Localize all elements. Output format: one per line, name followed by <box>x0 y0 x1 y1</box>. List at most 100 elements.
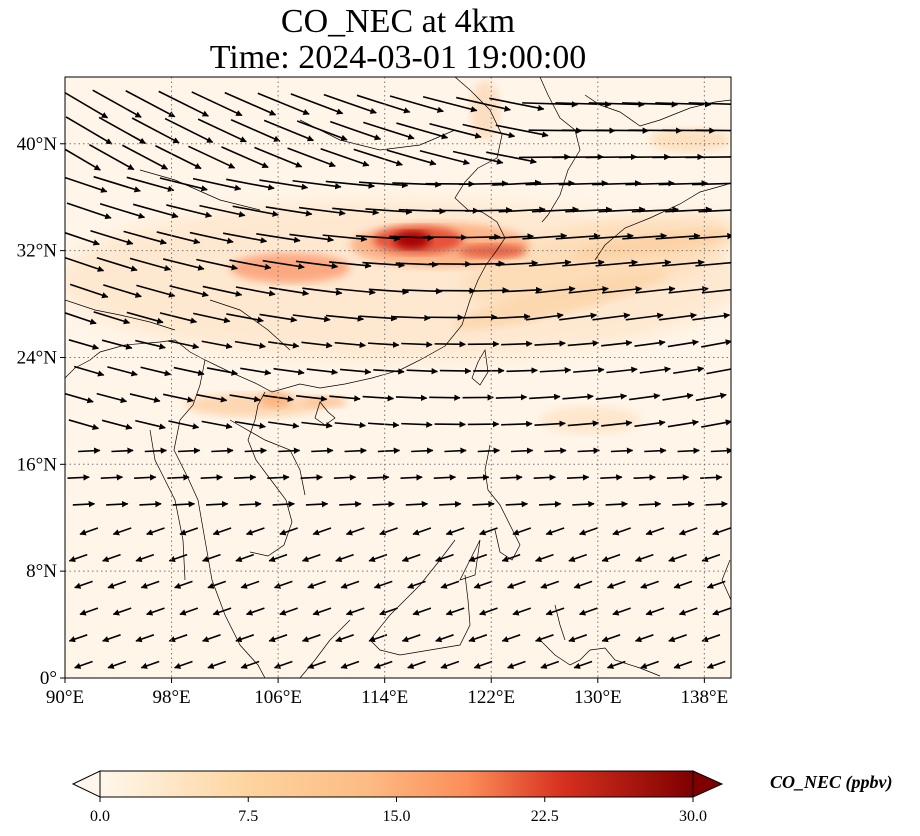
wind-arrow <box>240 660 260 669</box>
wind-arrow <box>279 527 298 536</box>
wind-arrow <box>301 421 333 429</box>
wind-arrow <box>412 527 432 536</box>
wind-arrow <box>65 231 100 246</box>
wind-arrow <box>273 580 293 589</box>
wind-arrow <box>444 447 467 454</box>
wind-arrow <box>533 474 556 481</box>
wind-arrow <box>259 179 309 190</box>
wind-arrow <box>139 500 162 508</box>
wind-arrow <box>472 500 495 508</box>
wind-arrow <box>340 580 360 589</box>
wind-arrow <box>629 393 661 401</box>
wind-arrow <box>673 660 693 669</box>
wind-arrow <box>439 500 462 508</box>
wind-arrow <box>440 580 460 589</box>
wind-arrow <box>126 311 164 324</box>
wind-arrow <box>507 660 526 669</box>
wind-arrow <box>640 660 659 669</box>
wind-arrow <box>568 285 609 294</box>
wind-arrow <box>495 124 549 138</box>
wind-arrow <box>245 527 265 536</box>
wind-arrow <box>692 312 731 321</box>
wind-arrow <box>301 634 321 643</box>
wind-arrow <box>196 258 238 271</box>
wind-arrow <box>577 447 600 454</box>
wind-arrow <box>334 421 367 429</box>
wind-arrow <box>90 229 134 246</box>
wind-arrow <box>445 607 465 616</box>
wind-arrow <box>688 102 731 105</box>
wind-arrow <box>512 607 532 616</box>
wind-arrow <box>301 341 333 349</box>
wind-arrow <box>396 122 449 140</box>
wind-arrow <box>406 368 439 375</box>
wind-arrow <box>268 341 300 349</box>
wind-arrow <box>401 421 433 428</box>
wind-arrow <box>122 144 169 170</box>
wind-arrow <box>462 260 505 267</box>
wind-arrow <box>202 285 243 297</box>
wind-arrow <box>373 660 393 669</box>
wind-arrow <box>673 366 705 375</box>
wind-arrow <box>212 527 232 536</box>
wind-arrow <box>102 634 121 643</box>
wind-arrow <box>144 447 168 454</box>
wind-arrow <box>573 366 605 374</box>
wind-arrow <box>296 394 328 402</box>
wind-arrow <box>455 233 501 241</box>
wind-arrow <box>367 474 390 481</box>
wind-arrow <box>158 90 209 117</box>
wind-arrow <box>256 233 301 243</box>
wind-arrow <box>695 129 731 132</box>
wind-arrow <box>555 101 612 108</box>
wind-arrow <box>174 660 193 669</box>
wind-arrow <box>544 447 567 454</box>
wind-arrow <box>226 313 264 323</box>
wind-arrow <box>269 286 310 297</box>
wind-arrow <box>205 500 229 508</box>
wind-arrow <box>65 116 113 145</box>
wind-arrow <box>701 419 731 428</box>
wind-arrow <box>232 205 279 217</box>
wind-arrow <box>312 607 332 616</box>
wind-arrow <box>131 117 180 144</box>
wind-arrow <box>325 180 375 189</box>
wind-arrow <box>625 180 675 187</box>
wind-arrow <box>558 180 609 187</box>
wind-arrow <box>512 527 532 536</box>
wind-arrow <box>259 313 298 323</box>
colorbar-tick-label: 0.0 <box>90 808 110 825</box>
wind-arrow <box>612 607 631 616</box>
wind-arrow <box>555 232 601 240</box>
wind-arrow <box>465 206 513 214</box>
wind-arrow <box>507 580 526 589</box>
wind-arrow <box>344 447 367 454</box>
wind-arrow <box>588 101 645 108</box>
wind-arrow <box>107 366 138 377</box>
wind-arrow <box>136 284 176 298</box>
wind-arrow <box>200 474 223 481</box>
wind-arrow <box>172 500 196 508</box>
wind-arrow <box>489 97 545 112</box>
wind-arrow <box>353 148 403 167</box>
wind-arrow <box>435 553 454 563</box>
wind-arrow <box>492 179 542 187</box>
wind-arrow <box>164 117 214 143</box>
wind-arrow <box>562 393 594 400</box>
wind-arrow <box>672 500 695 508</box>
wind-arrow <box>598 206 646 213</box>
wind-arrow <box>462 123 516 139</box>
wind-arrow <box>305 500 329 508</box>
wind-arrow <box>69 283 109 299</box>
lat-tick-label: 32°N <box>17 241 58 262</box>
wind-arrow <box>221 146 269 169</box>
wind-arrow <box>67 474 90 481</box>
wind-arrow <box>633 474 656 481</box>
map-title: CO_NEC at 4km <box>280 3 516 40</box>
wind-arrow <box>65 392 94 404</box>
wind-arrow <box>340 660 360 669</box>
wind-arrow <box>706 580 726 589</box>
wind-arrow <box>296 120 348 141</box>
wind-arrow <box>500 474 523 481</box>
wind-arrow <box>445 527 465 536</box>
